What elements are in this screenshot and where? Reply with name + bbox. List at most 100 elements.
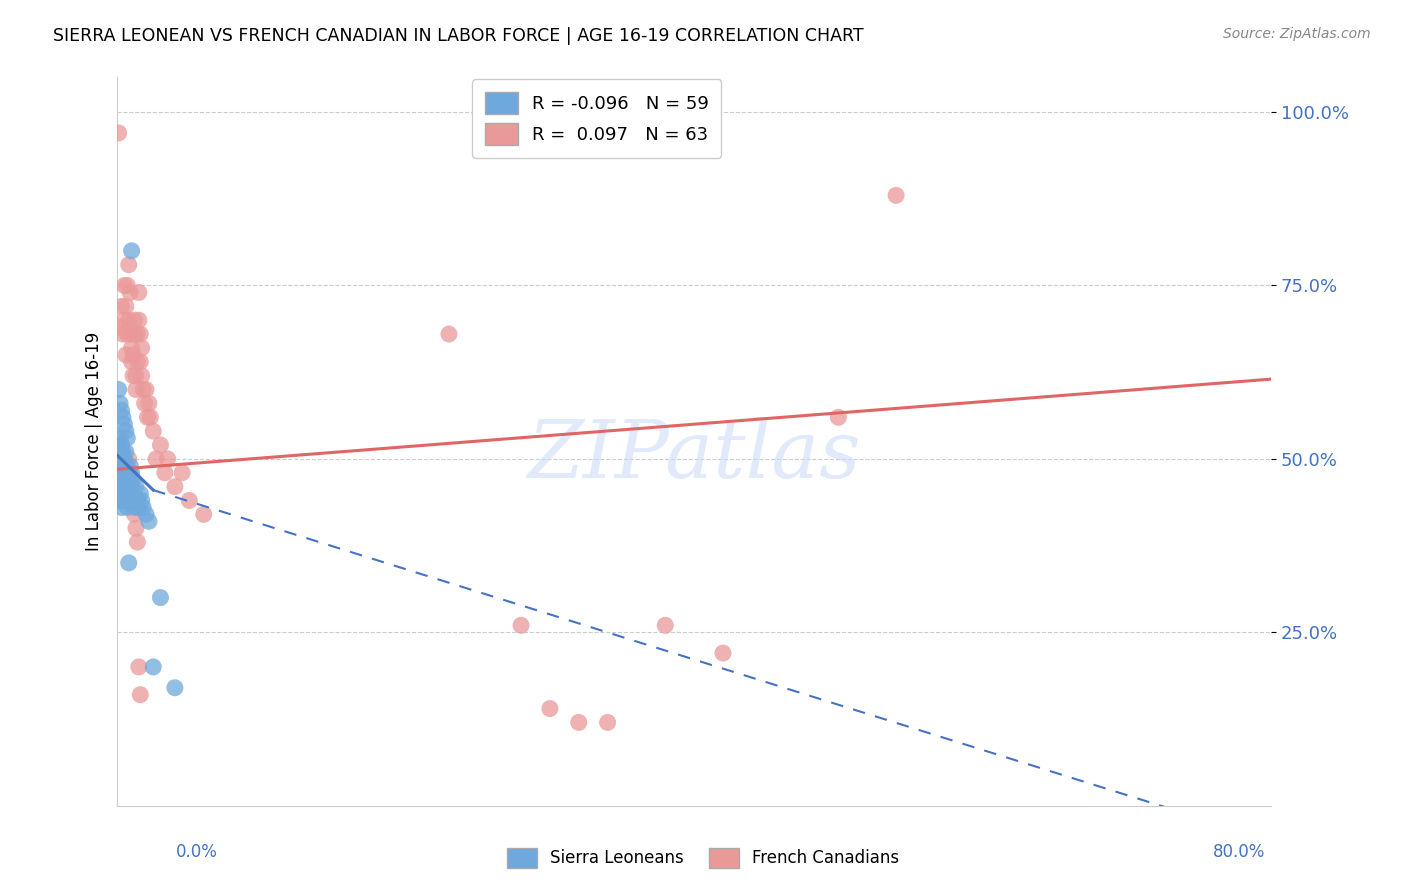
Point <box>122 473 145 487</box>
Point <box>128 660 150 674</box>
Point <box>121 466 143 480</box>
Point <box>115 458 138 473</box>
Point <box>108 458 131 473</box>
Point <box>121 244 143 258</box>
Point <box>107 126 129 140</box>
Point <box>110 299 132 313</box>
Text: SIERRA LEONEAN VS FRENCH CANADIAN IN LABOR FORCE | AGE 16-19 CORRELATION CHART: SIERRA LEONEAN VS FRENCH CANADIAN IN LAB… <box>53 27 865 45</box>
Point <box>128 313 150 327</box>
Point <box>111 445 134 459</box>
Point <box>120 466 142 480</box>
Point <box>117 326 139 341</box>
Point <box>153 466 176 480</box>
Point <box>125 383 148 397</box>
Point <box>125 480 148 494</box>
Point <box>131 341 153 355</box>
Point <box>118 556 141 570</box>
Point <box>124 508 146 522</box>
Point <box>111 473 134 487</box>
Point <box>111 458 134 473</box>
Point <box>129 486 152 500</box>
Legend: Sierra Leoneans, French Canadians: Sierra Leoneans, French Canadians <box>501 841 905 875</box>
Point <box>108 431 131 445</box>
Point <box>110 500 132 515</box>
Point <box>827 410 849 425</box>
Point <box>121 355 143 369</box>
Point <box>124 326 146 341</box>
Point <box>115 348 138 362</box>
Point <box>112 466 135 480</box>
Point <box>134 396 156 410</box>
Point <box>115 445 138 459</box>
Point <box>110 480 132 494</box>
Point <box>112 480 135 494</box>
Point <box>110 403 132 417</box>
Point <box>107 466 129 480</box>
Point <box>108 473 131 487</box>
Point <box>120 458 142 473</box>
Point <box>110 451 132 466</box>
Point <box>145 451 167 466</box>
Point <box>179 493 201 508</box>
Point <box>132 383 155 397</box>
Point <box>112 417 135 432</box>
Point <box>121 480 143 494</box>
Point <box>138 514 160 528</box>
Point <box>568 715 591 730</box>
Point <box>149 591 172 605</box>
Text: 0.0%: 0.0% <box>176 843 218 861</box>
Text: ZIPatlas: ZIPatlas <box>527 417 860 495</box>
Legend: R = -0.096   N = 59, R =  0.097   N = 63: R = -0.096 N = 59, R = 0.097 N = 63 <box>472 79 721 158</box>
Point <box>156 451 179 466</box>
Point <box>108 480 131 494</box>
Point <box>107 383 129 397</box>
Point <box>112 313 135 327</box>
Point <box>538 701 561 715</box>
Point <box>117 278 139 293</box>
Point <box>117 466 139 480</box>
Point <box>129 688 152 702</box>
Point <box>117 431 139 445</box>
Point <box>596 715 619 730</box>
Point <box>118 451 141 466</box>
Point <box>711 646 734 660</box>
Point <box>124 313 146 327</box>
Point <box>884 188 907 202</box>
Point <box>111 410 134 425</box>
Point <box>142 424 165 438</box>
Point <box>138 396 160 410</box>
Point <box>124 500 146 515</box>
Point <box>135 383 157 397</box>
Point <box>122 348 145 362</box>
Point <box>117 500 139 515</box>
Point <box>107 438 129 452</box>
Point <box>128 285 150 300</box>
Point <box>112 493 135 508</box>
Point <box>110 493 132 508</box>
Point <box>127 535 149 549</box>
Point <box>118 313 141 327</box>
Point <box>120 493 142 508</box>
Point <box>110 438 132 452</box>
Point <box>111 486 134 500</box>
Point <box>136 410 159 425</box>
Point <box>193 508 215 522</box>
Point <box>108 396 131 410</box>
Point <box>122 493 145 508</box>
Point <box>127 355 149 369</box>
Point <box>125 521 148 535</box>
Point <box>149 438 172 452</box>
Point <box>129 326 152 341</box>
Point <box>107 486 129 500</box>
Point <box>120 285 142 300</box>
Point <box>120 326 142 341</box>
Point <box>510 618 533 632</box>
Point <box>125 368 148 383</box>
Y-axis label: In Labor Force | Age 16-19: In Labor Force | Age 16-19 <box>86 332 103 551</box>
Point <box>139 410 162 425</box>
Point <box>112 451 135 466</box>
Point <box>115 424 138 438</box>
Point <box>118 486 141 500</box>
Point <box>121 480 143 494</box>
Point <box>122 493 145 508</box>
